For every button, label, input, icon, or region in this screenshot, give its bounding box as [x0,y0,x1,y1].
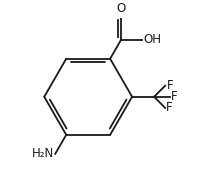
Text: O: O [116,2,126,15]
Text: F: F [171,90,178,103]
Text: H₂N: H₂N [31,147,54,160]
Text: F: F [166,79,173,92]
Text: F: F [166,101,172,114]
Text: OH: OH [143,33,161,46]
